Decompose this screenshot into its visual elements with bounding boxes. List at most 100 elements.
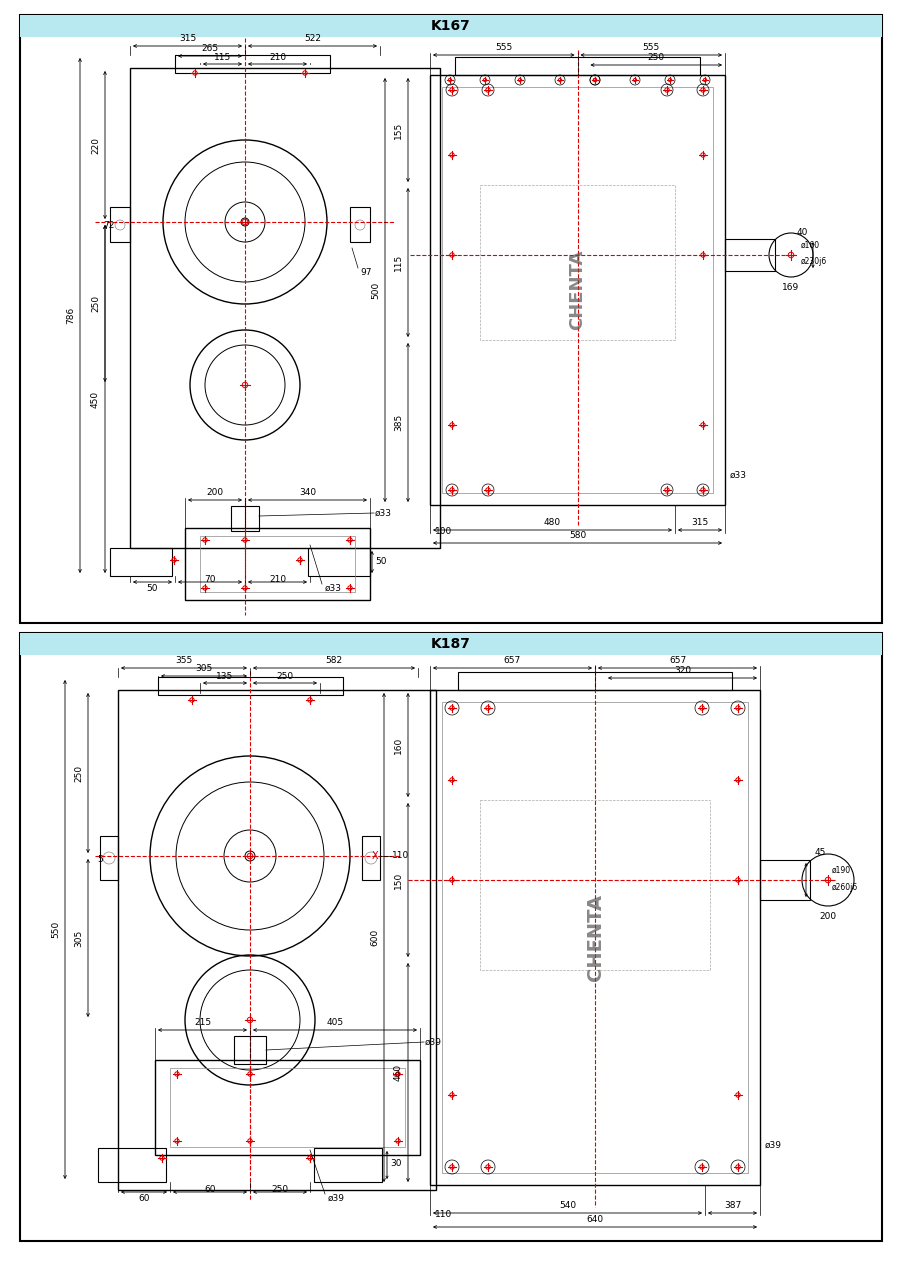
Text: 600: 600	[370, 929, 379, 947]
Text: ø39: ø39	[328, 1194, 345, 1203]
Text: 555: 555	[495, 43, 512, 52]
Text: 340: 340	[299, 488, 316, 497]
Text: 150: 150	[394, 871, 403, 889]
Text: 135: 135	[216, 671, 234, 682]
Text: 540: 540	[559, 1201, 576, 1210]
Bar	[760, 860, 810, 899]
Bar	[430, 75, 725, 505]
Bar	[20, 633, 882, 655]
Text: 405: 405	[327, 1018, 344, 1027]
Text: ø33: ø33	[325, 583, 342, 592]
Text: 460: 460	[394, 1064, 403, 1082]
Bar	[442, 87, 713, 493]
Bar	[480, 800, 710, 970]
Text: 250: 250	[272, 1185, 289, 1194]
Text: 210: 210	[269, 575, 286, 583]
Bar	[234, 1036, 266, 1064]
Text: 555: 555	[643, 43, 660, 52]
Text: 115: 115	[214, 54, 231, 62]
Bar	[362, 836, 380, 880]
Text: 500: 500	[371, 282, 380, 298]
Text: 45: 45	[815, 848, 826, 857]
Text: 315: 315	[179, 34, 196, 43]
Text: 250: 250	[74, 764, 83, 781]
Bar	[458, 671, 732, 691]
Text: 450: 450	[91, 390, 100, 408]
Text: K187: K187	[431, 637, 471, 651]
Text: 40: 40	[797, 228, 808, 237]
Bar	[158, 676, 343, 696]
Text: ø39: ø39	[425, 1037, 442, 1046]
Text: 550: 550	[51, 921, 60, 938]
Text: 657: 657	[504, 656, 521, 665]
Text: 100: 100	[435, 527, 452, 536]
Text: 169: 169	[782, 283, 799, 292]
Text: 250: 250	[91, 296, 100, 312]
Bar	[20, 633, 882, 1241]
Text: 210: 210	[269, 54, 286, 62]
Text: 115: 115	[394, 254, 403, 271]
Text: 480: 480	[544, 519, 561, 527]
Text: 60: 60	[139, 1194, 149, 1203]
Bar	[350, 206, 370, 242]
Text: 786: 786	[66, 307, 75, 324]
Bar	[430, 691, 760, 1185]
Bar	[98, 1148, 166, 1182]
Text: 72: 72	[104, 220, 115, 229]
Text: 315: 315	[691, 519, 708, 527]
Text: 305: 305	[74, 929, 83, 947]
Text: ø160: ø160	[801, 241, 820, 250]
Bar	[110, 548, 172, 576]
Bar	[130, 68, 440, 548]
Bar	[200, 536, 355, 592]
Bar	[314, 1148, 382, 1182]
Text: 640: 640	[587, 1215, 604, 1224]
Bar	[308, 548, 370, 576]
Text: 30: 30	[390, 1158, 401, 1167]
Text: 5: 5	[97, 855, 103, 864]
Text: ø33: ø33	[730, 470, 747, 479]
Bar	[100, 836, 118, 880]
Text: 50: 50	[146, 583, 158, 592]
Text: X: X	[372, 851, 378, 861]
Text: 200: 200	[819, 912, 837, 921]
Bar	[155, 1060, 420, 1156]
Bar	[20, 15, 882, 37]
Bar	[455, 57, 700, 75]
Bar	[480, 185, 675, 340]
Text: 305: 305	[195, 664, 212, 673]
Text: ø39: ø39	[765, 1140, 782, 1149]
Text: CHENTA: CHENTA	[569, 250, 587, 330]
Text: 250: 250	[648, 54, 665, 62]
Text: ø33: ø33	[375, 508, 392, 517]
Bar	[725, 240, 775, 271]
Bar	[170, 1068, 405, 1147]
Text: 385: 385	[394, 414, 403, 431]
Text: 155: 155	[394, 121, 403, 139]
Text: 110: 110	[392, 851, 410, 860]
Text: 220: 220	[91, 136, 100, 153]
Text: ø260j6: ø260j6	[832, 883, 859, 892]
Text: 60: 60	[204, 1185, 216, 1194]
Text: 580: 580	[569, 531, 586, 540]
Text: 200: 200	[206, 488, 223, 497]
Text: 582: 582	[326, 656, 343, 665]
Text: 657: 657	[669, 656, 686, 665]
Bar	[442, 702, 748, 1173]
Bar	[185, 527, 370, 600]
Bar	[231, 506, 259, 531]
Bar	[118, 691, 436, 1190]
Text: ø230j6: ø230j6	[801, 257, 827, 266]
Text: 250: 250	[276, 671, 293, 682]
Text: CHENTA: CHENTA	[586, 894, 605, 981]
Text: 355: 355	[176, 656, 193, 665]
Text: 320: 320	[674, 666, 691, 675]
Text: 50: 50	[375, 558, 386, 567]
Text: 110: 110	[435, 1210, 452, 1219]
Text: 522: 522	[304, 34, 321, 43]
Text: ø190: ø190	[832, 866, 851, 875]
Text: K167: K167	[431, 19, 471, 33]
Text: 160: 160	[394, 736, 403, 754]
Text: 265: 265	[202, 45, 219, 54]
Text: 215: 215	[194, 1018, 212, 1027]
